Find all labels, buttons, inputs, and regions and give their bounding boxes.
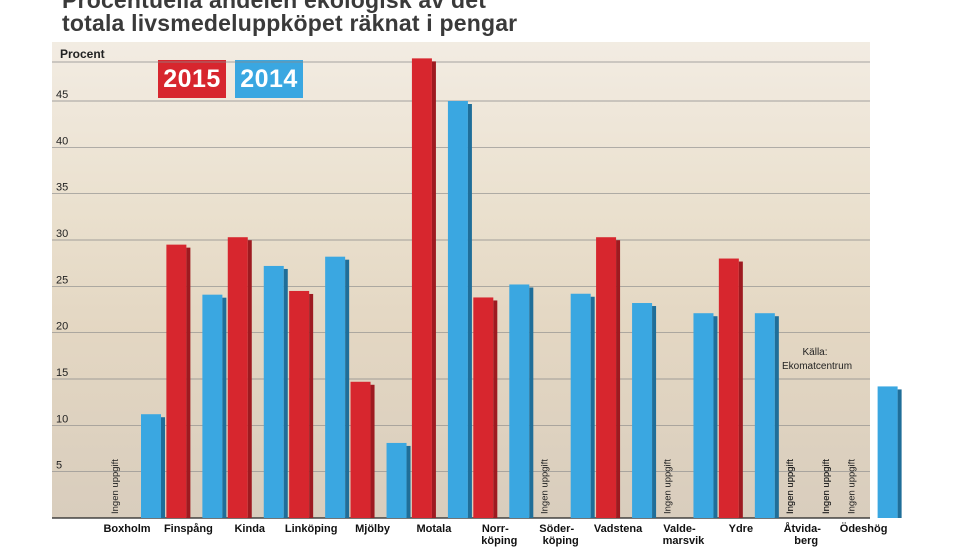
no-data-label: Ingen uppgift	[785, 459, 796, 514]
bar-2015-3	[289, 290, 310, 518]
source-note: Källa: Ekomatcentrum	[782, 347, 853, 372]
bar-shadow	[467, 104, 472, 518]
bar-2014-9	[693, 313, 714, 518]
no-data-label: Ingen uppgift	[110, 459, 121, 514]
x-category-label: Valde-	[663, 523, 696, 535]
x-category-label: Ödeshög	[840, 522, 888, 535]
y-tick-label: 30	[56, 228, 68, 240]
bar-shadow	[713, 316, 718, 518]
x-category-label: Mjölby	[355, 523, 391, 535]
no-data-label: Ingen uppgift	[847, 459, 858, 514]
x-category-label: berg	[794, 535, 818, 547]
x-category-label: Ydre	[729, 523, 753, 535]
bar-shadow	[247, 240, 252, 518]
y-tick-label: 20	[56, 321, 68, 333]
y-axis-label: Procent	[60, 47, 105, 61]
x-category-label: Boxholm	[103, 523, 150, 535]
x-category-label: Linköping	[285, 523, 338, 535]
x-category-label: köping	[543, 535, 579, 547]
x-category-label: Motala	[417, 523, 453, 535]
bar-2014-3	[325, 256, 346, 518]
bar-2014-4	[386, 442, 407, 518]
bar-shadow	[406, 445, 411, 518]
x-category-label: Vadstena	[594, 523, 643, 535]
chart-title-line1: Procentuella andelen ekologisk av det	[62, 0, 487, 13]
bar-2014-2	[263, 265, 284, 518]
no-data-label: Ingen uppgift	[821, 459, 832, 514]
bar-2014-6	[509, 284, 530, 518]
no-data-label: Ingen uppgift	[821, 459, 832, 514]
bar-2015-5	[411, 58, 432, 519]
bar-shadow	[431, 61, 436, 519]
bar-shadow	[309, 293, 314, 518]
bar-shadow	[283, 268, 288, 518]
bar-shadow	[529, 287, 534, 518]
bar-2014-12	[877, 386, 898, 518]
bar-shadow	[774, 316, 779, 518]
bar-shadow	[493, 300, 498, 518]
bar-2014-5	[447, 101, 468, 518]
bar-shadow	[652, 306, 657, 518]
no-data-label: Ingen uppgift	[785, 459, 796, 514]
y-tick-label: 5	[56, 460, 62, 472]
bar-shadow	[186, 247, 191, 518]
x-category-label: köping	[481, 535, 517, 547]
bar-shadow	[161, 417, 165, 518]
bar-shadow	[370, 384, 375, 518]
bar-shadow	[222, 297, 227, 518]
y-tick-label: 15	[56, 367, 68, 379]
bar-2014-7	[570, 293, 591, 518]
bar-2015-8	[596, 237, 617, 518]
no-data-label: Ingen uppgift	[540, 459, 551, 514]
bar-2015-2	[227, 237, 248, 518]
y-tick-label: 35	[56, 182, 68, 194]
bar-2014-1	[202, 294, 223, 518]
bar-2015-1	[166, 244, 187, 518]
x-category-label: Finspång	[164, 523, 213, 535]
chart-title-line2: totala livsmedeluppköpet räknat i pengar	[62, 10, 518, 36]
bar-2014-8	[632, 303, 653, 518]
legend-2014: 2014	[235, 60, 303, 98]
y-tick-label: 10	[56, 413, 68, 425]
no-data-label: Ingen uppgift	[662, 459, 673, 514]
bar-shadow	[616, 240, 621, 518]
x-category-label: Norr-	[482, 523, 509, 535]
bar-shadow	[738, 261, 743, 518]
bar-2015-6	[473, 297, 494, 518]
y-tick-label: 25	[56, 274, 68, 286]
x-category-label: marsvik	[663, 535, 705, 547]
bar-shadow	[590, 296, 595, 518]
x-category-label: Söder-	[539, 523, 574, 535]
bar-2015-4	[350, 381, 371, 518]
bar-shadow	[345, 259, 350, 518]
bar-2014-10	[754, 313, 775, 518]
x-category-label: Åtvida-	[784, 522, 822, 535]
legend-2015: 2015	[158, 60, 226, 98]
x-category-label: Kinda	[234, 523, 265, 535]
bar-shadow	[897, 389, 902, 518]
bar-2015-10	[718, 258, 739, 518]
bar-2014-0	[141, 414, 161, 518]
y-tick-label: 45	[56, 89, 68, 101]
y-tick-label: 40	[56, 135, 68, 147]
